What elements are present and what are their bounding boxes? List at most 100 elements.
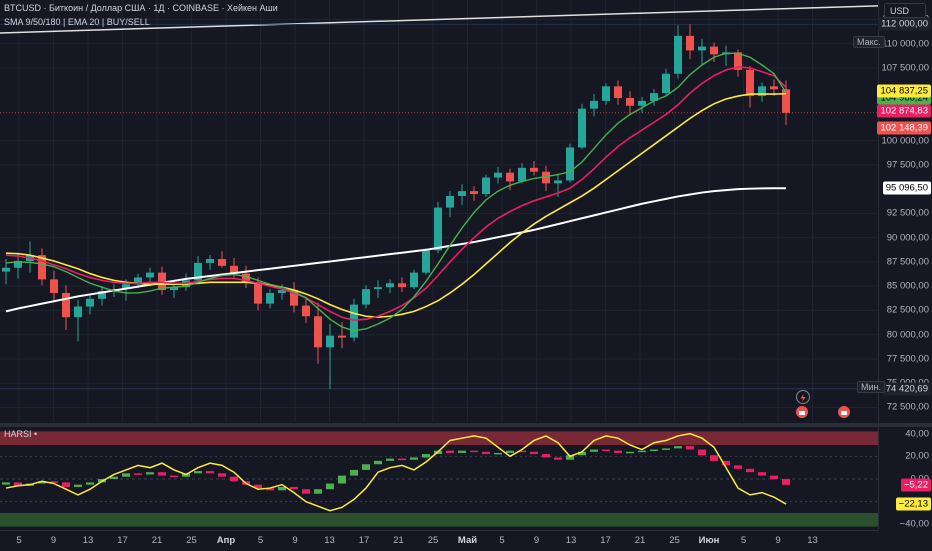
candle-body [14, 260, 22, 268]
harsi-candle [86, 482, 94, 485]
harsi-candle [758, 472, 766, 476]
currency-button[interactable]: USD [884, 3, 926, 18]
harsi-candle [746, 468, 754, 473]
candle-body [146, 272, 154, 278]
harsi-candle [566, 455, 574, 460]
harsi-candle [374, 460, 382, 465]
close-price-tag: 102 874,83 [877, 104, 931, 118]
time-axis-label: 9 [533, 535, 540, 546]
event-icon-2[interactable] [838, 406, 850, 418]
harsi-candle [530, 451, 538, 455]
time-axis-label: 13 [82, 535, 94, 546]
harsi-candle [314, 489, 322, 494]
harsi-candle [158, 472, 166, 476]
trend-line [0, 5, 879, 34]
candle-body [350, 304, 358, 338]
ema-20-line [5, 66, 787, 321]
sma-9-line [5, 52, 787, 332]
oversold-band [0, 513, 878, 527]
harsi-candle [722, 460, 730, 466]
harsi-axis-label: 40,00 [905, 428, 929, 440]
harsi-candle [110, 476, 118, 479]
candle-body [278, 290, 286, 293]
candle-body [458, 191, 466, 196]
time-axis-label: 25 [427, 535, 439, 546]
candle-body [674, 35, 682, 74]
candle-body [290, 290, 298, 306]
min-label: Мин. [857, 381, 885, 393]
time-axis-label: Июн [698, 535, 720, 546]
harsi-candle [194, 471, 202, 474]
harsi-candle [122, 473, 130, 477]
harsi-rsi-line [5, 432, 787, 512]
candle-body [122, 284, 130, 290]
harsi-candle [278, 486, 286, 491]
price-axis-label: 90 000,00 [886, 232, 929, 244]
time-axis[interactable]: 5 9 13 17 21 25 Апр 5 9 13 17 21 25 Май 5 9 13 17 21 25 Июн 5… [0, 530, 878, 551]
harsi-candle [422, 454, 430, 458]
candle-body [758, 86, 766, 97]
candle-body [74, 306, 82, 318]
candle-body [398, 283, 406, 288]
price-axis-label: 92 500,00 [886, 207, 929, 219]
candle-body [266, 292, 274, 304]
candle-body [542, 171, 550, 184]
harsi-candle [410, 457, 418, 460]
max-label: Макс. [853, 36, 885, 48]
harsi-candle [62, 482, 70, 487]
harsi-indicator-pane[interactable] [0, 428, 878, 530]
candle-body [662, 73, 670, 94]
harsi-candle [206, 471, 214, 474]
time-axis-label: 21 [634, 535, 646, 546]
candle-body [554, 180, 562, 184]
candle-body [230, 265, 238, 274]
price-axis-label: 107 500,00 [881, 62, 929, 74]
event-icon[interactable] [796, 406, 808, 418]
price-axis-label: 100 000,00 [881, 135, 929, 147]
candle-body [170, 287, 178, 291]
candle-body [194, 262, 202, 281]
harsi-candle [38, 481, 46, 484]
candle-body [206, 259, 214, 263]
price-axis-label: 80 000,00 [886, 329, 929, 341]
harsi-candle [446, 450, 454, 453]
candle-body [782, 89, 790, 113]
candle-body [566, 147, 574, 181]
indicators-legend[interactable]: SMA 9/50/180 | EMA 20 | BUY/SELL [4, 17, 150, 27]
time-axis-label: 25 [186, 535, 197, 546]
candle-body [614, 86, 622, 98]
candle-body [590, 100, 598, 109]
harsi-candle [338, 475, 346, 484]
candle-body [254, 282, 262, 304]
main-price-chart[interactable] [0, 0, 879, 422]
pane-divider[interactable] [0, 423, 932, 427]
price-axis-label: 110 000,00 [882, 38, 929, 50]
harsi-candle [698, 449, 706, 456]
harsi-candle [2, 482, 10, 485]
candle-body [626, 97, 634, 106]
harsi-candle [218, 473, 226, 477]
time-axis-label: 17 [117, 535, 128, 546]
symbol-title[interactable]: BTCUSD · Биткоин / Доллар США · 1Д · COI… [4, 3, 278, 13]
harsi-candle [734, 465, 742, 469]
candle-body [242, 273, 250, 283]
time-axis-label: 21 [393, 535, 404, 546]
candle-body [422, 250, 430, 273]
candle-body [362, 289, 370, 305]
flash-icon[interactable] [796, 390, 810, 404]
harsi-candle [590, 449, 598, 452]
harsi-candle [638, 450, 646, 453]
harsi-label[interactable]: HARSI • [4, 429, 38, 439]
candle-body [710, 46, 718, 55]
candle-body [746, 69, 754, 97]
harsi-candle [254, 484, 262, 489]
price-axis-label: 82 500,00 [886, 304, 929, 316]
harsi-candle [266, 488, 274, 491]
time-axis-label: 13 [807, 535, 818, 546]
candle-body [326, 335, 334, 348]
harsi-candle [494, 452, 502, 455]
time-axis-label: 25 [669, 535, 680, 546]
price-axis-label: 97 500,00 [886, 159, 929, 171]
price-axis-label: 77 500,00 [886, 353, 929, 365]
